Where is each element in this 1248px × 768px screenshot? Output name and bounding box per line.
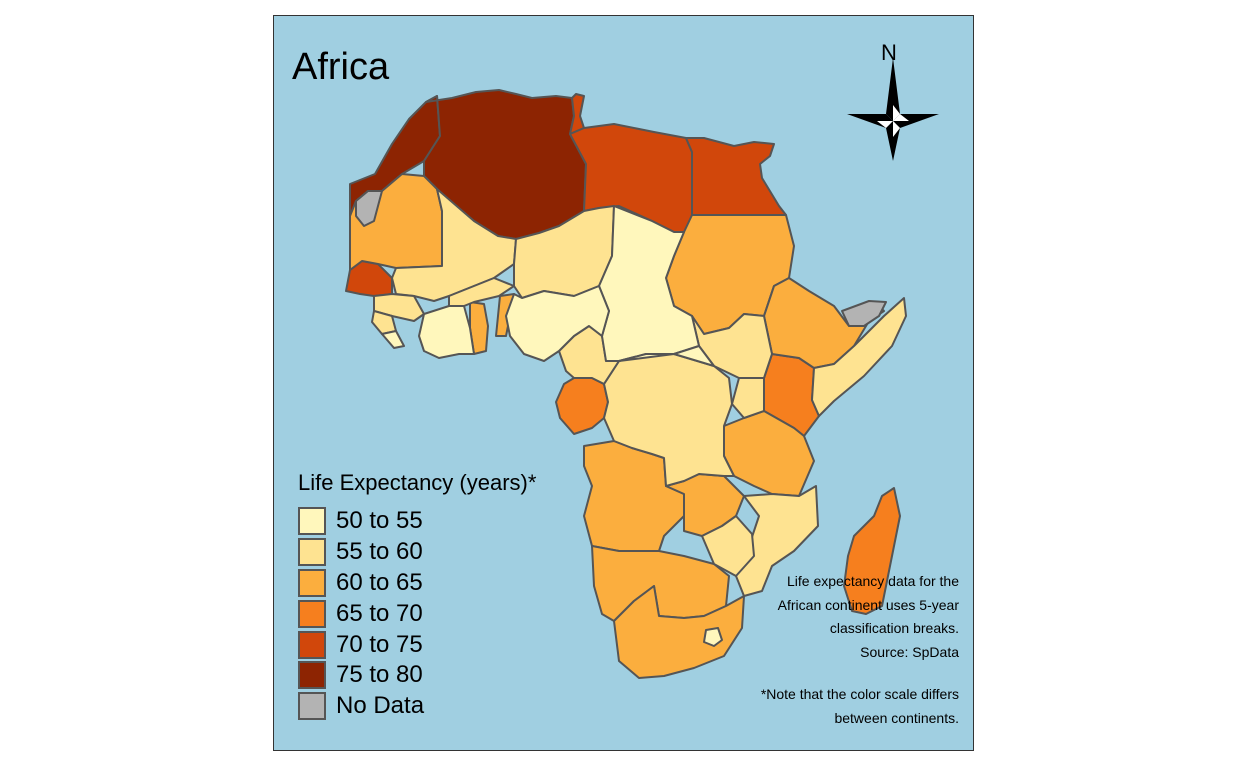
- region-somalia: [811, 297, 907, 417]
- legend-label: No Data: [336, 692, 425, 720]
- scale-note: *Note that the color scale differs betwe…: [761, 683, 959, 730]
- region-car: [618, 345, 715, 367]
- scale-note-line: *Note that the color scale differs: [760, 686, 959, 702]
- source-note: Life expectancy data for the African con…: [778, 570, 959, 664]
- legend-swatch: [298, 661, 326, 690]
- region-tunisia: [569, 93, 585, 135]
- region-zimbabwe: [701, 515, 755, 577]
- legend-item: 75 to 80: [298, 660, 536, 691]
- region-namibia-botswana: [591, 545, 730, 622]
- africa-map: [345, 58, 939, 679]
- legend-label: 55 to 60: [336, 538, 423, 566]
- north-arrow-icon: [847, 58, 939, 161]
- map-panel: Africa N Life Expectancy (years)* 50 to …: [273, 15, 974, 751]
- region-gabon-congo: [555, 377, 609, 435]
- source-note-line: classification breaks.: [829, 620, 959, 636]
- region-egypt: [685, 137, 787, 216]
- region-lesotho: [703, 627, 723, 647]
- source-note-line: Life expectancy data for the: [787, 573, 959, 589]
- map-title: Africa: [292, 46, 390, 88]
- legend-label: 75 to 80: [336, 661, 423, 689]
- legend-label: 70 to 75: [336, 630, 423, 658]
- region-mali: [391, 188, 517, 302]
- legend-label: 50 to 55: [336, 507, 423, 535]
- region-ivory-coast: [418, 305, 475, 359]
- legend-swatch: [298, 630, 326, 659]
- region-nigeria: [505, 285, 610, 362]
- region-western-sahara: [355, 190, 383, 227]
- legend-swatch: [298, 507, 326, 536]
- legend-item: 50 to 55: [298, 506, 536, 537]
- legend-swatch: [298, 692, 326, 721]
- legend-label: 60 to 65: [336, 568, 423, 596]
- region-uganda: [731, 377, 765, 419]
- legend-swatch: [298, 568, 326, 597]
- scale-note-line: between continents.: [834, 709, 959, 726]
- legend-item: 70 to 75: [298, 629, 536, 660]
- source-note-line: African continent uses 5-year: [777, 596, 959, 613]
- legend-item: 60 to 65: [298, 568, 536, 599]
- legend-item: 55 to 60: [298, 537, 536, 568]
- legend-item: No Data: [298, 691, 536, 722]
- legend-swatch: [298, 599, 326, 628]
- region-madagascar: [843, 487, 901, 615]
- legend-item: 65 to 70: [298, 598, 536, 629]
- legend-title: Life Expectancy (years)*: [298, 470, 537, 495]
- compass-north-label: N: [881, 40, 897, 65]
- legend-label: 65 to 70: [336, 599, 423, 627]
- source-note-line: Source: SpData: [860, 643, 959, 660]
- region-somaliland: [841, 300, 887, 327]
- region-liberia: [381, 330, 405, 349]
- legend-swatch: [298, 538, 326, 567]
- legend: Life Expectancy (years)* 50 to 55 55 to …: [298, 470, 536, 722]
